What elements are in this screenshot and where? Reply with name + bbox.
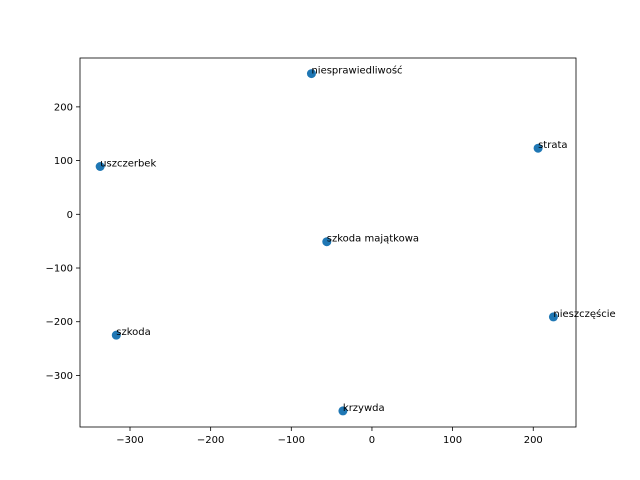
point-label: szkoda majątkowa <box>327 234 419 245</box>
point-label: szkoda <box>116 327 151 338</box>
x-tick-label: −100 <box>278 435 305 446</box>
point-label: uszczerbek <box>100 158 156 169</box>
scatter-point <box>95 161 105 171</box>
y-tick-label: 200 <box>54 102 73 113</box>
scatter-point <box>533 143 543 153</box>
points-layer <box>95 69 558 416</box>
y-tick-label: −200 <box>46 317 73 328</box>
scatter-point <box>548 312 558 322</box>
x-tick-label: 100 <box>443 435 462 446</box>
x-tick-label: −300 <box>116 435 143 446</box>
point-labels-layer: niesprawiedliwość strata uszczerbek szkoda … <box>100 65 616 414</box>
scatter-point <box>306 69 316 79</box>
x-tick-label: 200 <box>524 435 543 446</box>
y-tick-label: 0 <box>67 210 73 221</box>
point-label: niesprawiedliwość <box>311 65 402 77</box>
point-label: nieszczęście <box>553 308 615 320</box>
y-tick-label: 100 <box>54 156 73 167</box>
x-tick-label: −200 <box>197 435 224 446</box>
scatter-point <box>111 330 121 340</box>
x-tick-label: 0 <box>369 435 375 446</box>
y-tick-label: −300 <box>46 371 73 382</box>
y-tick-label: −100 <box>46 264 73 275</box>
axis-ticks-layer: −300 −200 −100 0 100 200 −300 −200 −100 0 100 200 <box>46 102 543 446</box>
scatter-point <box>338 406 348 416</box>
point-label: strata <box>538 140 567 151</box>
plot-frame <box>79 57 577 428</box>
scatter-point <box>322 237 332 247</box>
point-label: krzywda <box>343 403 385 414</box>
